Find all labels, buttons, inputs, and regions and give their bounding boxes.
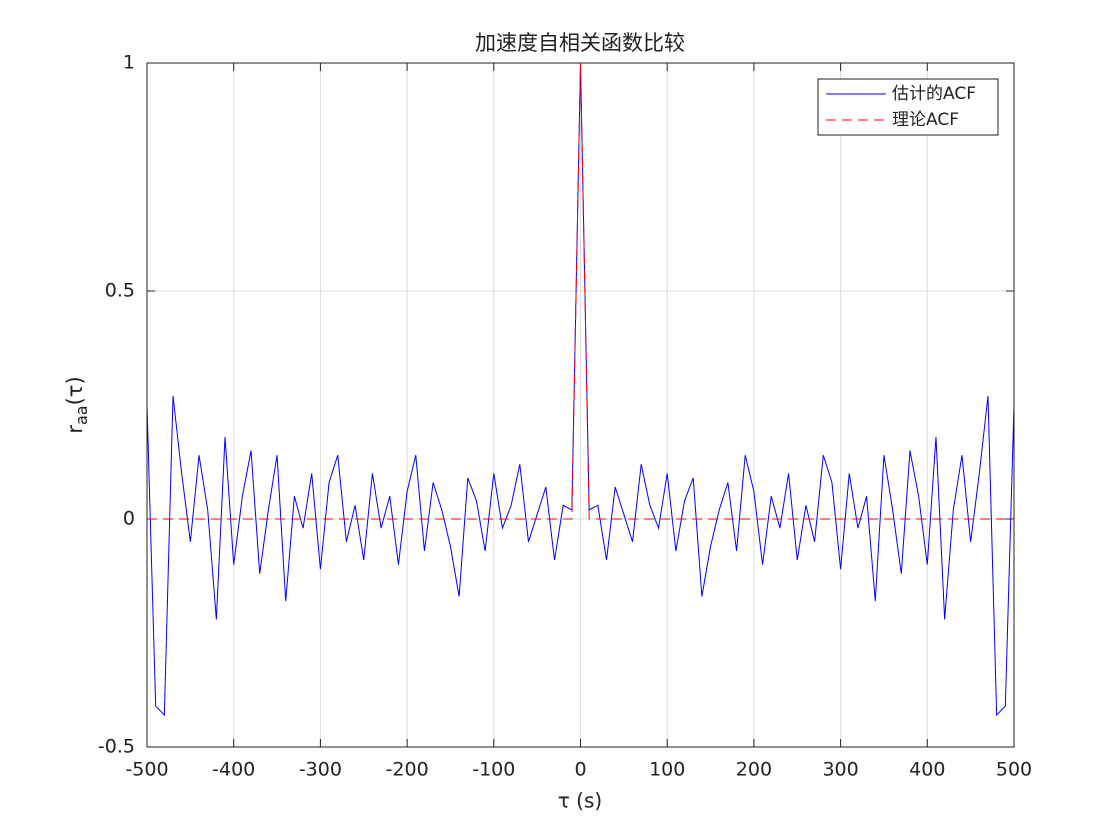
y-label-tail: (τ) <box>63 376 87 405</box>
x-tick-label: 0 <box>574 759 586 781</box>
legend-label: 估计的ACF <box>892 84 976 104</box>
plot-frame <box>146 62 1015 748</box>
legend-label: 理论ACF <box>892 110 959 130</box>
x-axis-label: τ (s) <box>558 789 602 813</box>
y-tick-label: 1 <box>123 52 135 74</box>
x-tick-label: 200 <box>736 759 772 781</box>
y-label-base: r <box>63 425 87 434</box>
x-tick-label: -300 <box>299 759 342 781</box>
x-tick-label: -200 <box>386 759 429 781</box>
x-tick-label: 100 <box>649 759 685 781</box>
x-tick-label: -500 <box>125 759 168 781</box>
y-axis-label: raa(τ) <box>63 376 91 433</box>
x-tick-label: 300 <box>822 759 858 781</box>
legend: 估计的ACF 理论ACF <box>817 78 999 136</box>
x-tick-label: -400 <box>212 759 255 781</box>
y-tick-label: -0.5 <box>98 736 135 758</box>
x-tick-label: 500 <box>996 759 1032 781</box>
x-tick-label: 400 <box>909 759 945 781</box>
chart-title: 加速度自相关函数比较 <box>475 31 685 55</box>
legend-box <box>817 78 999 136</box>
y-tick-label: 0 <box>123 508 135 530</box>
x-tick-label: -100 <box>472 759 515 781</box>
y-label-sub: aa <box>72 405 91 425</box>
y-tick-label: 0.5 <box>105 280 135 302</box>
